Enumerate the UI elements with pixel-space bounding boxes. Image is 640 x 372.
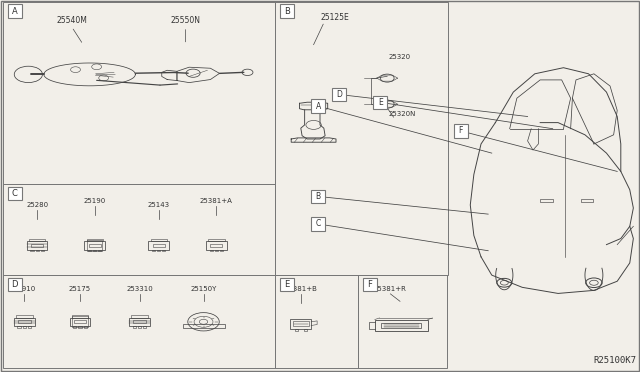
Bar bbox=[93, 250, 96, 251]
Text: F: F bbox=[459, 126, 463, 135]
Text: B: B bbox=[316, 192, 321, 201]
Bar bbox=[275, 275, 358, 368]
Text: 25910: 25910 bbox=[13, 286, 35, 292]
Bar bbox=[215, 250, 218, 251]
Bar bbox=[280, 4, 294, 18]
Bar bbox=[363, 278, 377, 291]
Bar bbox=[375, 320, 428, 331]
Text: D: D bbox=[336, 90, 342, 99]
Text: 253310: 253310 bbox=[126, 286, 153, 292]
Bar bbox=[311, 190, 325, 203]
Bar bbox=[29, 239, 45, 241]
Bar bbox=[280, 278, 294, 291]
Bar bbox=[8, 278, 22, 291]
Text: 25280: 25280 bbox=[26, 202, 48, 208]
Bar bbox=[358, 275, 447, 368]
Bar bbox=[8, 187, 22, 200]
Bar bbox=[3, 184, 275, 275]
Bar bbox=[18, 320, 31, 324]
Bar bbox=[74, 320, 86, 324]
Bar bbox=[99, 250, 101, 251]
Bar bbox=[311, 217, 325, 231]
Text: 25125E: 25125E bbox=[321, 13, 349, 22]
Text: 25540M: 25540M bbox=[56, 16, 87, 25]
Bar bbox=[14, 318, 35, 326]
Bar bbox=[84, 241, 105, 250]
Text: 25150Y: 25150Y bbox=[190, 286, 217, 292]
Bar bbox=[16, 315, 33, 318]
Bar bbox=[581, 199, 593, 202]
Bar bbox=[157, 250, 160, 251]
Bar bbox=[84, 326, 87, 328]
Text: E: E bbox=[284, 280, 289, 289]
Text: 25381+R: 25381+R bbox=[374, 286, 407, 292]
Bar bbox=[27, 241, 47, 250]
Text: D: D bbox=[12, 280, 18, 289]
Bar bbox=[133, 320, 146, 324]
Bar bbox=[88, 244, 101, 247]
Bar bbox=[31, 250, 33, 251]
Bar bbox=[454, 124, 468, 138]
Bar bbox=[163, 250, 165, 251]
Bar bbox=[152, 250, 155, 251]
Text: A: A bbox=[12, 7, 17, 16]
Bar bbox=[295, 329, 298, 331]
Bar bbox=[3, 2, 275, 184]
Bar bbox=[8, 4, 22, 18]
Bar bbox=[332, 88, 346, 101]
Text: 25175: 25175 bbox=[69, 286, 91, 292]
Text: C: C bbox=[316, 219, 321, 228]
Bar bbox=[79, 326, 81, 328]
Bar bbox=[206, 241, 227, 250]
Bar bbox=[148, 241, 169, 250]
Bar bbox=[182, 324, 225, 328]
Bar bbox=[210, 250, 212, 251]
Text: 25143: 25143 bbox=[148, 202, 170, 208]
Bar bbox=[70, 318, 90, 326]
Bar bbox=[138, 326, 141, 328]
Bar bbox=[132, 326, 136, 328]
Bar bbox=[275, 2, 448, 275]
Text: 25320: 25320 bbox=[388, 54, 411, 60]
Text: 25381+A: 25381+A bbox=[200, 198, 233, 204]
Bar bbox=[150, 239, 167, 241]
Bar bbox=[31, 244, 44, 247]
Bar bbox=[131, 315, 148, 318]
Text: R25100K7: R25100K7 bbox=[594, 356, 637, 365]
Text: 25550N: 25550N bbox=[171, 16, 200, 25]
Bar bbox=[143, 326, 147, 328]
Bar bbox=[373, 96, 387, 109]
Bar bbox=[41, 250, 44, 251]
Bar bbox=[72, 315, 88, 318]
Bar bbox=[23, 326, 26, 328]
Bar bbox=[311, 99, 325, 113]
Text: C: C bbox=[12, 189, 18, 198]
Bar bbox=[208, 239, 225, 241]
Bar bbox=[28, 326, 31, 328]
Bar bbox=[152, 244, 165, 247]
Text: F: F bbox=[367, 280, 372, 289]
Bar bbox=[540, 199, 553, 202]
Bar bbox=[73, 326, 76, 328]
Text: E: E bbox=[378, 98, 383, 107]
Bar bbox=[72, 317, 88, 327]
Text: A: A bbox=[316, 102, 321, 110]
Text: B: B bbox=[284, 7, 290, 16]
Bar bbox=[87, 240, 102, 251]
Bar bbox=[3, 275, 275, 368]
Bar bbox=[129, 318, 150, 326]
Bar bbox=[303, 329, 307, 331]
Bar bbox=[220, 250, 223, 251]
Bar bbox=[292, 321, 309, 326]
Bar bbox=[88, 250, 91, 251]
Bar bbox=[36, 250, 38, 251]
Bar bbox=[210, 244, 223, 247]
Bar bbox=[381, 323, 421, 328]
Text: 25190: 25190 bbox=[84, 198, 106, 204]
Text: 25381+B: 25381+B bbox=[284, 286, 317, 292]
Text: 25320N: 25320N bbox=[388, 111, 416, 117]
Bar bbox=[291, 318, 311, 329]
Bar bbox=[17, 326, 20, 328]
Bar bbox=[86, 239, 103, 241]
